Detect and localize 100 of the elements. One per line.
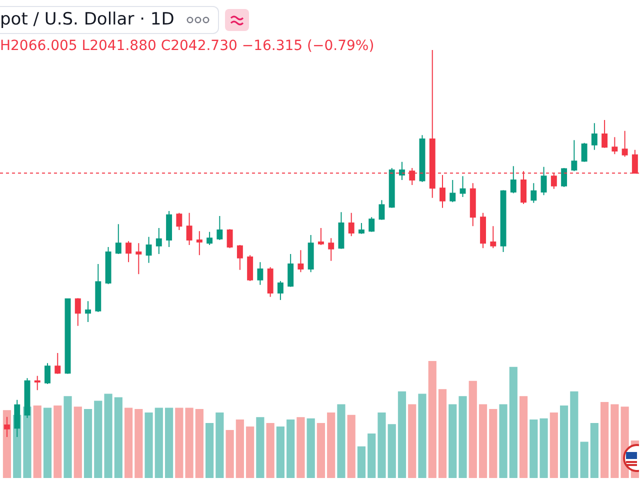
candlestick <box>186 212 192 246</box>
candlestick <box>338 212 344 250</box>
bar <box>94 400 102 478</box>
bar <box>23 406 32 478</box>
candlestick <box>358 222 364 234</box>
candlestick <box>298 250 304 273</box>
bar <box>175 408 184 478</box>
bar <box>357 446 366 478</box>
bar <box>489 408 498 478</box>
candlestick <box>156 228 162 254</box>
bar <box>74 406 82 478</box>
candlestick <box>236 244 243 270</box>
candlestick <box>267 266 274 298</box>
chart-subtitle: H2066.005 L2041.880 C2042.730 −16.315 (−0.79%) <box>0 38 378 54</box>
bar <box>368 434 376 478</box>
bar <box>226 430 234 478</box>
candlestick <box>368 216 375 232</box>
candlestick <box>318 228 324 246</box>
candlestick <box>510 166 516 194</box>
candlestick <box>115 224 122 254</box>
bar <box>104 394 112 478</box>
bar <box>550 412 558 478</box>
candlestick <box>257 262 264 286</box>
candlestick <box>196 230 202 256</box>
bar <box>33 405 42 478</box>
bar <box>124 408 133 478</box>
bar <box>610 404 619 478</box>
bar <box>530 420 538 478</box>
candlestick <box>591 122 598 150</box>
candlestick <box>206 231 213 246</box>
candlestick <box>419 134 426 182</box>
bar <box>306 418 315 478</box>
bar <box>84 408 92 478</box>
candlestick <box>4 416 10 438</box>
bar <box>43 408 52 478</box>
bar <box>256 417 264 478</box>
candlestick <box>166 210 172 248</box>
candlestick <box>530 182 537 204</box>
candlestick <box>399 161 405 181</box>
candlestick <box>388 168 395 208</box>
bar <box>236 420 244 478</box>
candlestick <box>74 298 81 326</box>
bar <box>144 412 153 478</box>
candlestick <box>378 200 385 220</box>
candlestick <box>308 234 314 273</box>
bar <box>206 423 214 478</box>
bar <box>398 391 406 478</box>
bar <box>216 412 224 478</box>
candlestick <box>460 176 466 198</box>
bar <box>468 380 477 478</box>
bar <box>276 426 284 478</box>
bar <box>478 404 488 478</box>
candlestick <box>480 212 486 249</box>
bar <box>560 405 568 478</box>
candlestick <box>216 216 223 241</box>
bar <box>327 412 336 478</box>
candlestick <box>571 140 578 172</box>
candlestick <box>500 190 506 253</box>
candlestick <box>540 166 547 196</box>
bar <box>134 408 143 478</box>
candlestick <box>581 142 588 162</box>
candlestick <box>622 130 628 158</box>
candlestick <box>44 362 50 384</box>
bar <box>580 442 588 478</box>
bar <box>316 423 326 478</box>
candlestick <box>64 298 71 374</box>
bar <box>418 394 426 478</box>
bar <box>195 408 204 478</box>
bar <box>499 404 508 478</box>
bar <box>337 404 346 478</box>
chart-title: pot / U.S. Dollar · 1D <box>0 10 174 30</box>
bar <box>296 417 305 478</box>
candlestick <box>277 280 284 300</box>
candlestick <box>348 212 354 237</box>
candlestick <box>85 300 91 323</box>
bar <box>64 396 72 478</box>
bar <box>540 418 548 478</box>
bar <box>266 423 274 478</box>
candlestick <box>136 242 142 275</box>
bar <box>114 397 122 478</box>
candlestick <box>440 174 446 208</box>
bar <box>154 408 163 478</box>
candlestick <box>328 238 334 262</box>
bar <box>185 408 194 478</box>
candlestick <box>247 254 254 282</box>
bar <box>347 414 356 478</box>
bar <box>378 412 386 478</box>
bar <box>164 408 174 478</box>
bar <box>448 404 457 478</box>
candlestick <box>146 236 152 264</box>
candlestick <box>95 264 102 312</box>
bar <box>458 396 467 478</box>
candlestick <box>602 120 608 148</box>
candlestick <box>470 182 476 227</box>
candlestick <box>176 212 182 230</box>
candlestick <box>490 226 496 249</box>
bar <box>570 391 578 478</box>
bar <box>286 420 295 478</box>
bar <box>600 402 609 478</box>
candlestick <box>226 228 233 249</box>
